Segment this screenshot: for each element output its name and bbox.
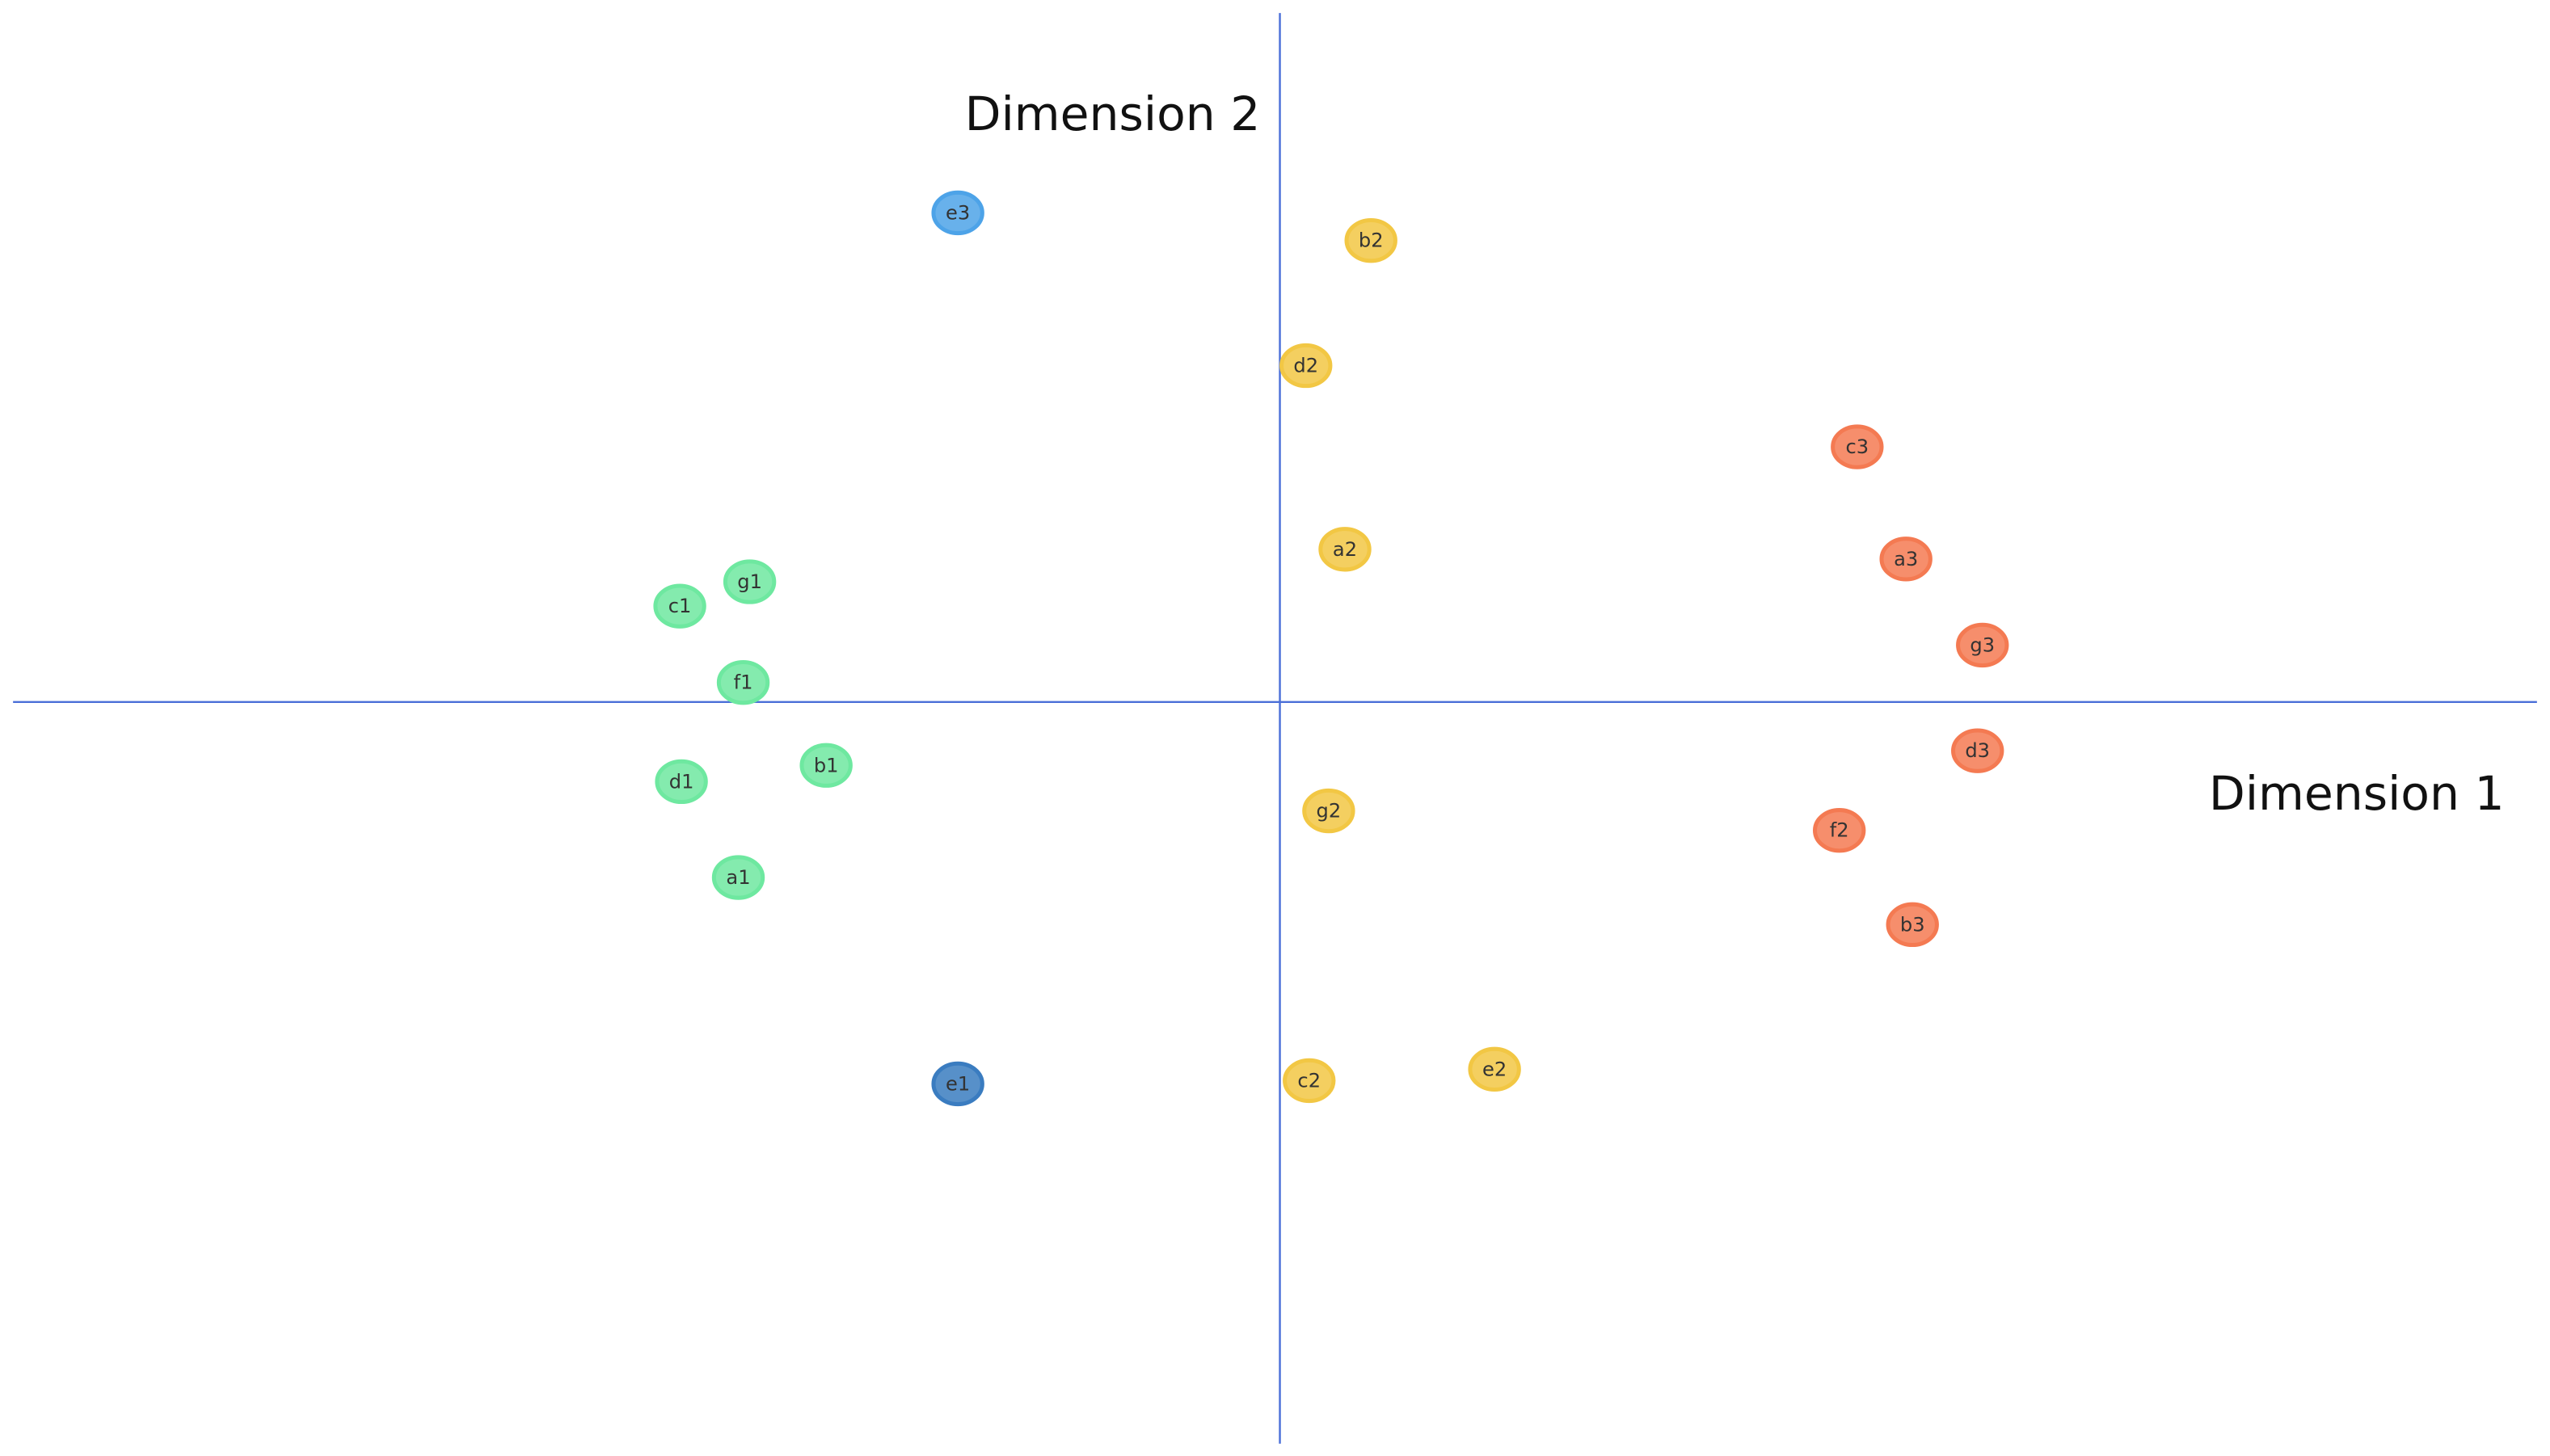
point: [1879, 537, 1933, 582]
point-label: a3: [1894, 548, 1918, 570]
point: [1951, 728, 2004, 773]
point-label: b3: [1900, 913, 1925, 936]
point: [1812, 808, 1866, 853]
point: [716, 660, 770, 705]
point: [1302, 788, 1355, 834]
point-label: a2: [1333, 538, 1357, 561]
point-label: a1: [726, 866, 750, 889]
point-label: g2: [1317, 800, 1342, 823]
y-axis-title: Dimension 2: [965, 86, 1261, 141]
point-label: e3: [946, 201, 970, 224]
point: [655, 759, 708, 805]
point-label: d1: [669, 770, 694, 793]
point: [799, 743, 853, 788]
point: [711, 855, 765, 900]
point-label: e1: [946, 1072, 970, 1095]
point: [653, 583, 706, 629]
point: [723, 559, 777, 604]
point: [931, 1061, 984, 1107]
point-label: f1: [734, 671, 753, 694]
point: [1279, 343, 1333, 389]
point-label: b1: [814, 754, 839, 776]
x-axis-title: Dimension 1: [2209, 766, 2505, 821]
point: [1344, 217, 1397, 263]
point-label: f2: [1830, 819, 1849, 842]
point-label: e2: [1482, 1058, 1507, 1080]
point-label: d2: [1293, 355, 1318, 377]
point-label: c3: [1846, 436, 1869, 458]
point: [1283, 1058, 1336, 1104]
point: [1886, 902, 1939, 948]
point-label: c2: [1297, 1069, 1321, 1092]
point: [1468, 1046, 1521, 1092]
point: [931, 190, 984, 236]
point-label: g3: [1970, 633, 1995, 656]
point-label: c1: [668, 595, 692, 617]
point-label: g1: [737, 570, 762, 593]
point-label: d3: [1965, 739, 1990, 762]
point: [1318, 527, 1372, 572]
point: [1956, 622, 2009, 668]
point: [1831, 424, 1884, 469]
point-label: b2: [1359, 229, 1384, 252]
